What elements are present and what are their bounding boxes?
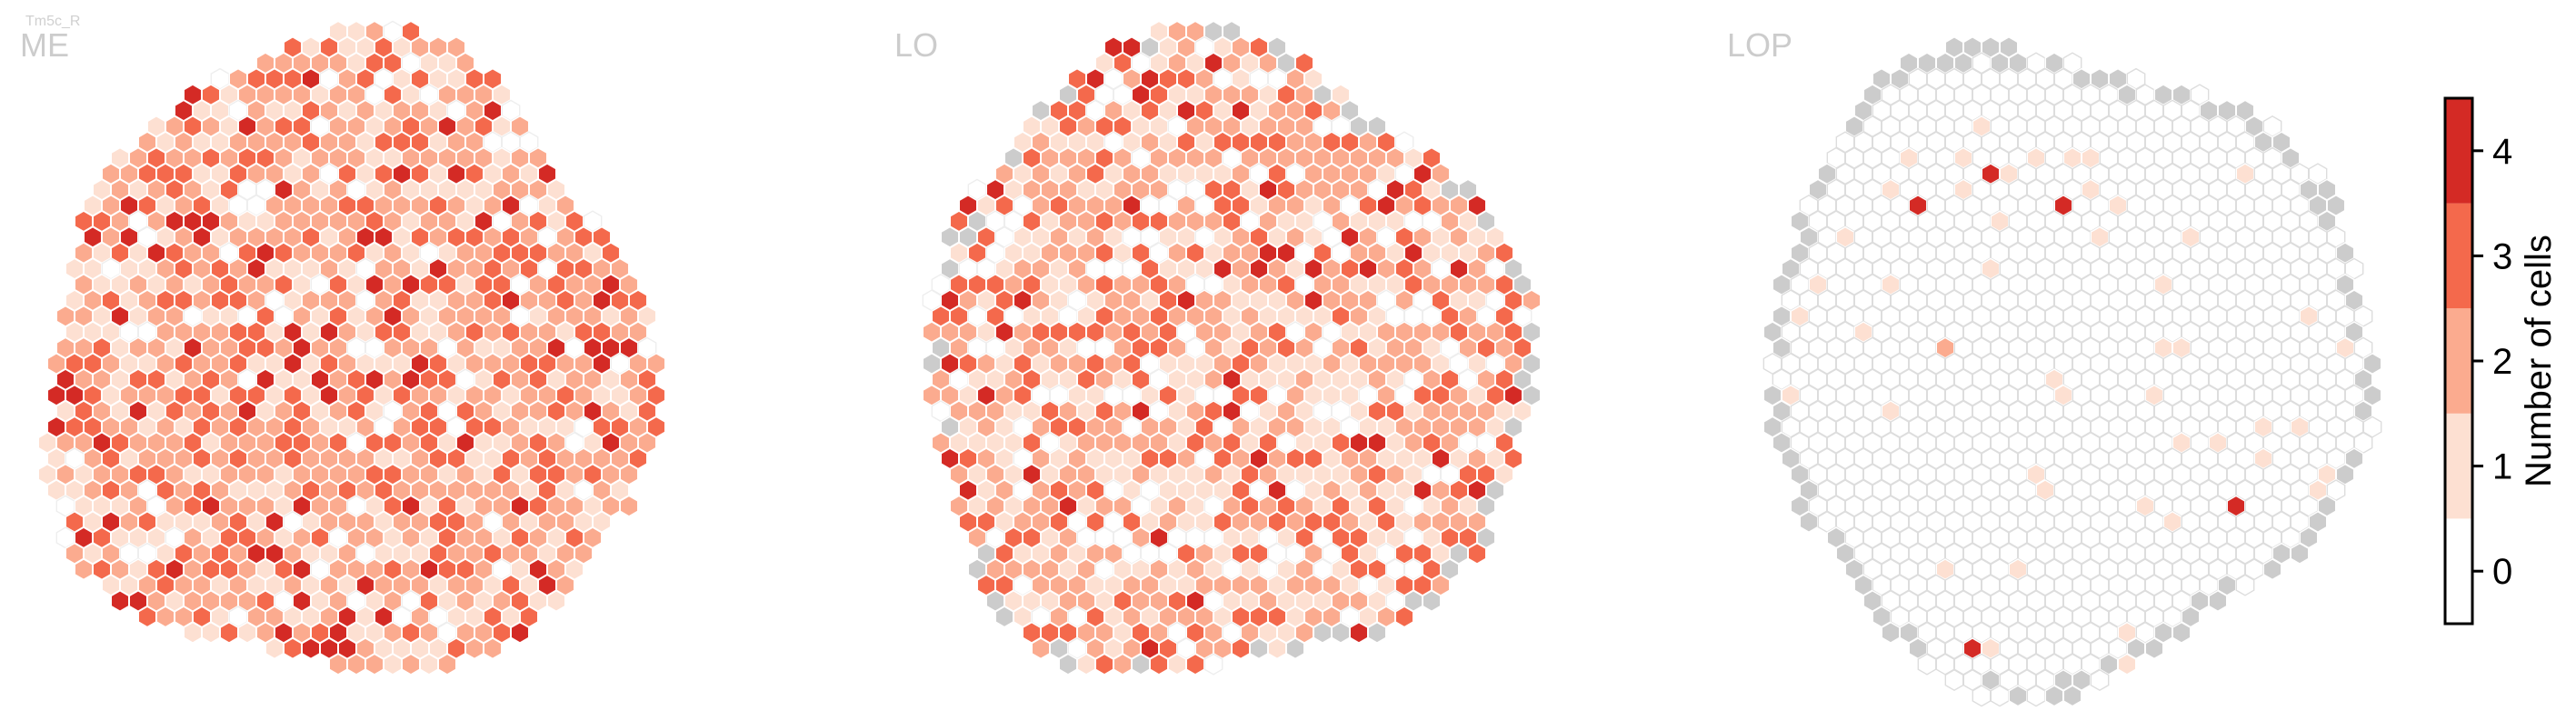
hex-cell-nodata <box>2008 685 2028 707</box>
hex-cell <box>183 621 203 644</box>
colorbar-axis-label: Number of cells <box>2519 235 2559 487</box>
colorbar-block <box>2445 308 2472 414</box>
hex-cell <box>137 606 157 628</box>
hex-cell <box>1990 685 2010 707</box>
hex-cell <box>283 637 303 660</box>
hex-cell <box>219 621 239 644</box>
hex-cell <box>74 558 94 581</box>
hex-cell <box>155 606 175 628</box>
colorbar-tick-label: 1 <box>2492 447 2512 487</box>
hex-cell <box>1944 668 1964 692</box>
hex-cell-nodata <box>2144 637 2164 660</box>
hex-cell <box>2090 668 2110 692</box>
panel-title-lo: LO <box>894 26 938 64</box>
panel-me: ME <box>20 20 666 676</box>
hex-cell <box>301 637 321 660</box>
hex-cell-nodata <box>1422 589 1442 613</box>
hex-cell-nodata <box>2262 558 2282 581</box>
hex-cell <box>1467 542 1487 565</box>
hex-cell-nodata <box>1249 637 1269 660</box>
hex-cell <box>201 621 221 644</box>
hex-cell <box>1972 685 1992 707</box>
colorbar-block <box>2445 203 2472 309</box>
hex-cell <box>510 621 530 644</box>
hex-cell <box>265 637 285 660</box>
hex-grid-lo <box>922 20 1542 676</box>
hex-cell <box>1203 653 1223 676</box>
hex-cell-nodata <box>1881 621 1901 644</box>
hex-cell <box>1113 653 1133 676</box>
hex-cell <box>437 653 457 676</box>
hex-cell <box>1349 621 1369 644</box>
figure-label: Tm5c_R <box>25 14 80 29</box>
hex-cell-nodata <box>2044 685 2064 707</box>
colorbar-ticks: 0 1 2 3 4 <box>2472 132 2512 592</box>
hex-cell <box>619 495 639 517</box>
panel-title-lop: LOP <box>1727 26 1792 64</box>
panel-lop: LOP <box>1727 26 2382 707</box>
hex-cell <box>110 589 130 613</box>
hex-cell <box>1394 606 1414 628</box>
colorbar-blocks <box>2445 98 2472 624</box>
hex-cell <box>1267 637 1287 660</box>
panel-lo: LO <box>894 20 1542 676</box>
hex-cell <box>1076 653 1096 676</box>
hex-cell-nodata <box>1058 653 1078 676</box>
hex-cell <box>483 637 503 660</box>
hex-cell-nodata <box>1331 621 1351 644</box>
hex-grid-me <box>37 20 666 676</box>
hex-cell <box>1231 637 1251 660</box>
hex-cell <box>2235 574 2255 596</box>
colorbar-block <box>2445 413 2472 519</box>
hex-cell <box>419 653 439 676</box>
colorbar-tick-label: 4 <box>2492 132 2512 172</box>
hex-cell <box>1917 653 1937 676</box>
hex-cell-nodata <box>2062 685 2082 707</box>
panel-title-me: ME <box>20 26 69 64</box>
hex-cell <box>364 653 384 676</box>
colorbar-tick-label: 0 <box>2492 552 2512 592</box>
hex-cell <box>1167 653 1187 676</box>
hex-cell <box>1185 653 1205 676</box>
hex-cell <box>328 653 348 676</box>
colorbar-block <box>2445 98 2472 204</box>
colorbar-tick-label: 3 <box>2492 236 2512 276</box>
hex-cell <box>237 621 257 644</box>
hex-cell <box>546 589 566 613</box>
hex-cell-nodata <box>1131 653 1151 676</box>
hex-cell-nodata <box>994 606 1014 628</box>
hex-cell <box>1031 637 1051 660</box>
hex-cell-nodata <box>1285 637 1305 660</box>
hex-grid-lop <box>1762 35 2382 707</box>
hex-cell-nodata <box>2290 542 2310 565</box>
hex-cell <box>2117 653 2137 676</box>
hex-cell-nodata <box>1313 621 1333 644</box>
hex-cell-nodata <box>1367 621 1387 644</box>
hex-cell <box>1094 653 1114 676</box>
hex-cell-nodata <box>2208 589 2228 613</box>
hex-cell <box>2026 685 2046 707</box>
hex-cell <box>1149 653 1169 676</box>
hex-cell <box>401 653 421 676</box>
hex-cell <box>383 653 403 676</box>
colorbar: 0 1 2 3 4 Number of cells <box>2443 96 2559 626</box>
hex-cell <box>464 637 484 660</box>
hex-cell-nodata <box>2172 621 2192 644</box>
hex-cell <box>346 653 366 676</box>
colorbar-block <box>2445 518 2472 624</box>
colorbar-tick-label: 2 <box>2492 342 2512 382</box>
hex-cell-nodata <box>1799 510 1819 534</box>
